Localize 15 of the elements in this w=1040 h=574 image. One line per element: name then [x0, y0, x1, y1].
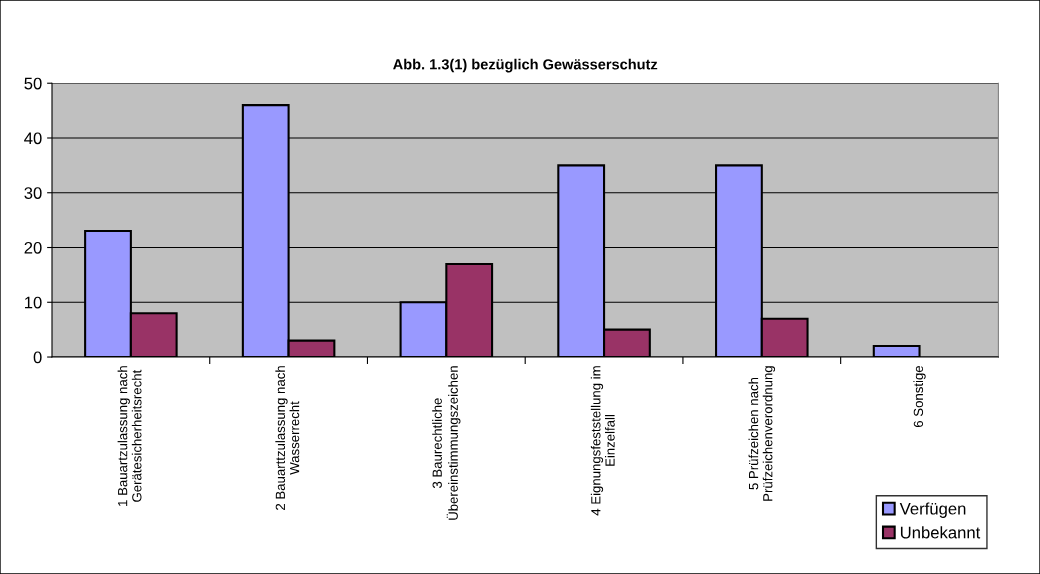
y-tick-label: 20: [24, 241, 42, 254]
x-tick-label: 3 Baurechtliche Übereinstimmungszeichen: [432, 366, 461, 520]
legend-label: Unbekannt: [900, 526, 981, 539]
chart-title: Abb. 1.3(1) bezüglich Gewässerschutz: [393, 58, 658, 73]
y-tick-label: 30: [24, 187, 42, 199]
x-tick-label: 4 Eignungsfeststellung im Einzelfall: [590, 366, 615, 516]
x-tick-label: 1 Bauartzulassung nach Gerätesicherheitsrecht: [117, 366, 142, 506]
x-tick-label: 6 Sonstige: [913, 365, 926, 428]
y-tick-label: 40: [24, 132, 42, 145]
x-tick-label: 2 Bauarttzulassung nach Wasserrecht: [275, 366, 300, 510]
legend-label: Verfügen: [899, 502, 966, 518]
y-tick-label: 50: [24, 77, 42, 90]
y-tick-label: 0: [33, 351, 42, 364]
x-tick-label: 5 Prüfzeichen nach Prüfzeichenverordnung: [748, 366, 776, 501]
y-tick-label: 10: [25, 296, 42, 309]
